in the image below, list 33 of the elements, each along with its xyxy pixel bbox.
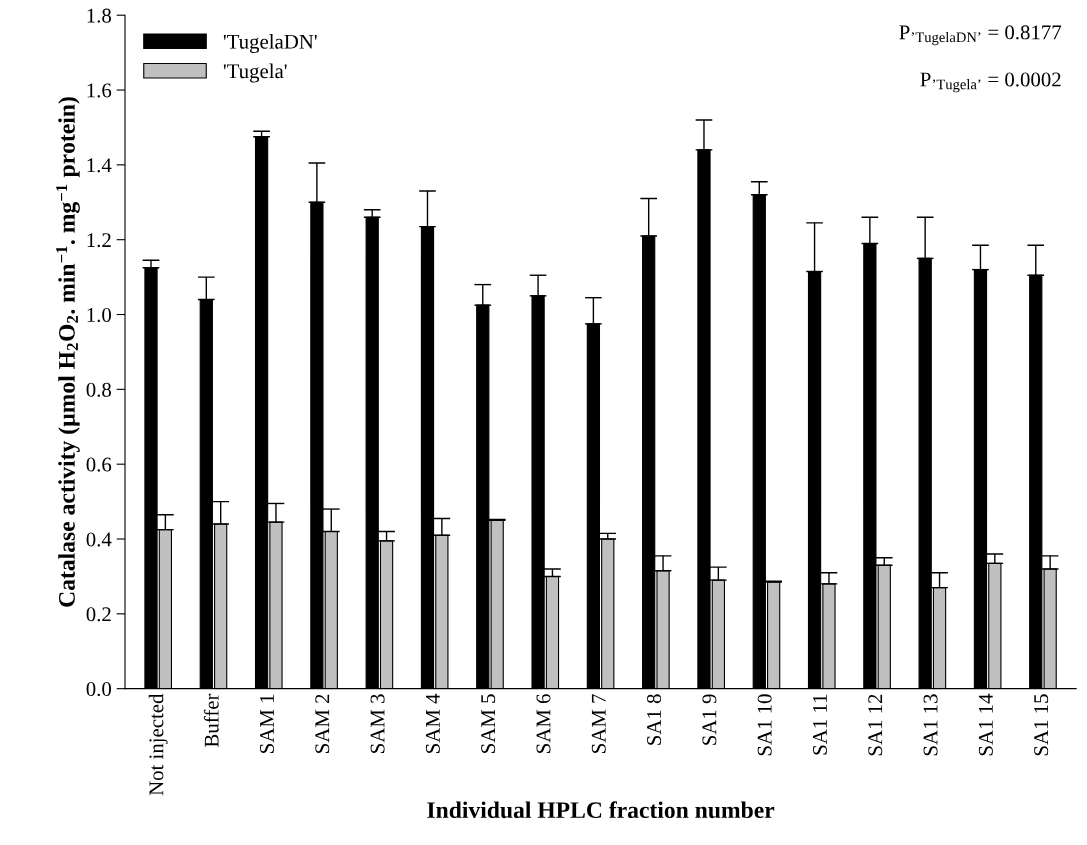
y-tick-label: 1.8 <box>87 8 112 23</box>
x-tick-label: SAM 1 <box>259 694 274 753</box>
x-tick-label: SA1 15 <box>1034 694 1049 756</box>
y-tick-label: 0.8 <box>86 382 112 397</box>
x-tick-label: SA1 8 <box>647 694 662 745</box>
x-axis-title: Individual HPLC fraction number <box>427 801 775 819</box>
legend-label: 'TugelaDN' <box>223 34 317 54</box>
y-tick-label: 0.6 <box>86 457 112 472</box>
annotation: P$_{’Tugela’}$ = 0.0002 <box>920 72 1061 93</box>
x-tick-label: SAM 4 <box>425 693 440 753</box>
annotation: P$_{’TugelaDN’}$ = 0.8177 <box>899 25 1062 46</box>
x-tick-label: Not injected <box>148 693 168 796</box>
x-tick-label: SAM 5 <box>481 694 496 753</box>
x-tick-label: SA1 13 <box>923 694 938 756</box>
x-tick-label: SA1 11 <box>812 694 827 755</box>
x-tick-label: Buffer <box>203 693 219 747</box>
x-tick-label: SA1 10 <box>757 694 772 756</box>
x-tick-label: SAM 3 <box>370 694 385 753</box>
y-tick-label: 1.4 <box>87 158 112 173</box>
legend-label: 'Tugela' <box>223 63 287 83</box>
y-tick-label: 1.2 <box>87 233 111 248</box>
y-tick-label: 1.0 <box>87 307 112 323</box>
x-tick-label: SA1 9 <box>702 694 717 745</box>
text: Catalase activity (µmol H$_{2}$O$_{2}$. min$^{−1}$. mg$^{−1}$ protein) <box>56 97 80 607</box>
y-tick-label: 0.2 <box>86 607 111 622</box>
y-tick-label: 1.6 <box>87 83 112 98</box>
x-tick-label: SAM 7 <box>591 694 606 753</box>
x-tick-label: SAM 2 <box>315 694 330 753</box>
x-tick-label: SAM 6 <box>536 694 551 753</box>
x-tick-label: SA1 12 <box>868 694 883 756</box>
x-tick-label: SA1 14 <box>978 693 993 756</box>
y-tick-label: 0.0 <box>86 682 112 697</box>
y-tick-label: 0.4 <box>86 532 112 547</box>
